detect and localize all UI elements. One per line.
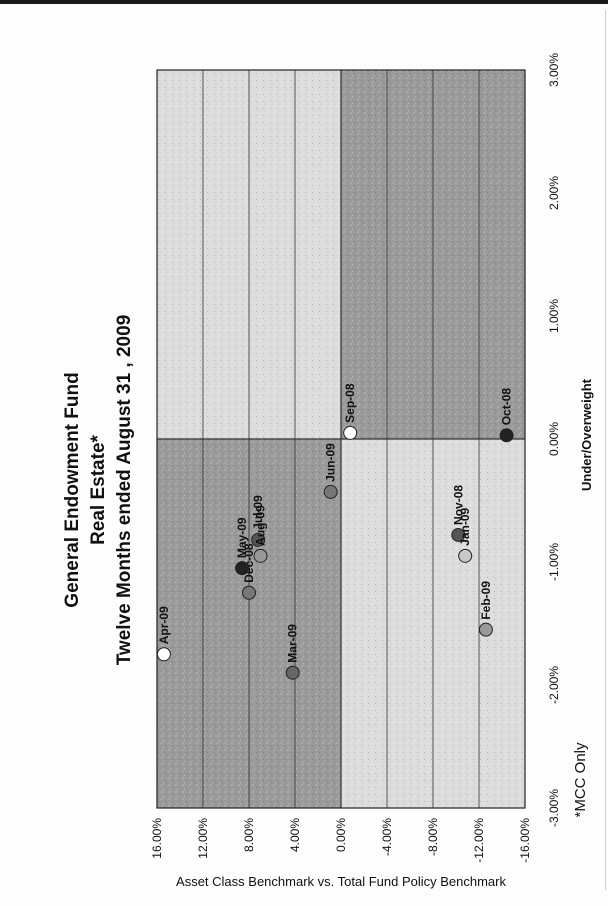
chart-title-line-1: General Endowment Fund xyxy=(62,372,83,607)
data-point-marker xyxy=(285,665,300,680)
x-tick-label: -1.00% xyxy=(547,543,561,581)
data-point-marker xyxy=(242,585,256,600)
data-point-may-09: May-09 xyxy=(235,517,250,576)
data-point-apr-09: Apr-09 xyxy=(156,606,171,662)
data-point-label: May-09 xyxy=(235,517,249,558)
footnote-mcc-only: *MCC Only xyxy=(572,742,589,818)
x-tick-label: 3.00% xyxy=(547,53,561,87)
data-point-sep-08: Sep-08 xyxy=(343,383,358,440)
data-point-jan-09: Jan-09 xyxy=(458,508,473,563)
chart-title-line-2: Real Estate* xyxy=(88,434,109,544)
data-point-nov-08: Nov-08 xyxy=(451,485,466,542)
data-point-marker xyxy=(156,647,171,662)
right-rule xyxy=(605,10,606,890)
y-tick-label: -4.00% xyxy=(380,818,394,856)
x-tick-label: -3.00% xyxy=(547,789,561,827)
data-point-marker xyxy=(343,425,358,440)
y-tick-label: 4.00% xyxy=(288,818,302,852)
data-point-marker xyxy=(451,527,466,542)
title-group: General Endowment Fund Real Estate* Twel… xyxy=(62,315,135,666)
data-point-marker xyxy=(478,622,493,637)
data-point-aug-09: Aug-09 xyxy=(253,505,268,563)
data-point-label: Feb-09 xyxy=(479,581,493,620)
x-axis-label: Under/Overweight xyxy=(579,378,594,491)
data-point-label: Jul-09 xyxy=(251,495,265,530)
data-point-marker xyxy=(458,548,473,563)
x-tick-label: -2.00% xyxy=(547,666,561,704)
data-point-label: Apr-09 xyxy=(157,606,171,644)
x-tick-label: 1.00% xyxy=(547,299,561,333)
data-point-oct-08: Oct-08 xyxy=(499,388,514,443)
x-tick-label: 0.00% xyxy=(547,422,561,456)
y-tick-label: -12.00% xyxy=(472,818,486,863)
data-point-marker xyxy=(235,561,250,576)
plot-area: 16.00% 12.00% 8.00% 4.00% 0.00% -4.00% -8.00% -… xyxy=(150,53,561,863)
y-tick-label: 12.00% xyxy=(196,818,210,859)
data-point-label: Aug-09 xyxy=(254,505,268,546)
x-tick-label: 2.00% xyxy=(547,176,561,210)
y-tick-label: 0.00% xyxy=(334,818,348,852)
y-axis-label: Asset Class Benchmark vs. Total Fund Pol… xyxy=(176,874,506,889)
data-point-jul-09: Jul-09 xyxy=(251,495,266,547)
plot-frame xyxy=(156,69,526,809)
data-point-jun-09: Jun-09 xyxy=(323,443,338,499)
chart-title-line-3: Twelve Months ended August 31 , 2009 xyxy=(114,315,135,666)
y-tick-label: -8.00% xyxy=(426,818,440,856)
data-point-marker xyxy=(251,532,266,547)
data-point-label: Sep-08 xyxy=(343,383,357,423)
y-tick-label: 16.00% xyxy=(150,818,164,859)
data-point-marker xyxy=(253,548,268,563)
data-point-label: Jun-09 xyxy=(324,443,338,482)
data-point-mar-09: Mar-09 xyxy=(285,624,300,680)
data-point-marker xyxy=(323,484,338,499)
top-border xyxy=(0,0,608,4)
data-point-label: Oct-08 xyxy=(500,388,514,426)
data-point-label: Jan-09 xyxy=(458,508,472,546)
data-point-marker xyxy=(499,428,514,443)
data-point-feb-09: Feb-09 xyxy=(478,581,493,637)
y-tick-label: -16.00% xyxy=(518,818,532,863)
data-point-label: Nov-08 xyxy=(451,485,465,525)
data-point-label: Mar-09 xyxy=(286,624,300,663)
y-tick-label: 8.00% xyxy=(242,818,256,852)
